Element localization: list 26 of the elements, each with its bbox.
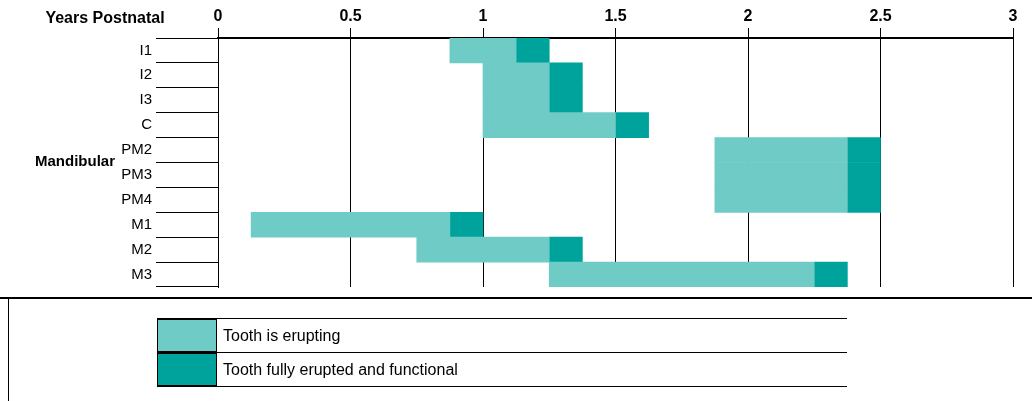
y-tick-label: I1 — [139, 40, 152, 58]
y-tick-label: I3 — [139, 90, 152, 108]
bar — [515, 38, 550, 64]
x-axis-title: Years Postnatal — [44, 8, 166, 28]
y-tick-label: PM3 — [121, 165, 152, 183]
y-tick-label: M1 — [131, 214, 152, 232]
x-tick-label: 0.5 — [339, 6, 362, 24]
legend-label: Tooth is erupting — [223, 326, 341, 345]
bar — [813, 261, 848, 287]
y-tick-label: M2 — [131, 239, 152, 257]
bar — [449, 211, 484, 238]
x-tick-label: 2.5 — [869, 6, 892, 24]
x-tick-label: 3 — [1008, 6, 1018, 24]
y-tick-label: M3 — [131, 264, 152, 282]
legend-label: Tooth fully erupted and functional — [223, 360, 458, 379]
x-tick-label: 1.5 — [604, 6, 627, 24]
x-tick-label: 0 — [213, 6, 223, 24]
x-tick-label: 2 — [743, 6, 753, 24]
x-tick-label: 1 — [478, 6, 488, 24]
y-tick-label: C — [141, 115, 153, 133]
bar — [548, 236, 583, 263]
bar — [615, 112, 649, 138]
y-tick-label: I2 — [139, 65, 152, 83]
y-tick-label: PM4 — [121, 189, 152, 207]
y-axis-title: Mandibular — [34, 152, 115, 169]
y-tick-label: PM2 — [121, 140, 152, 158]
